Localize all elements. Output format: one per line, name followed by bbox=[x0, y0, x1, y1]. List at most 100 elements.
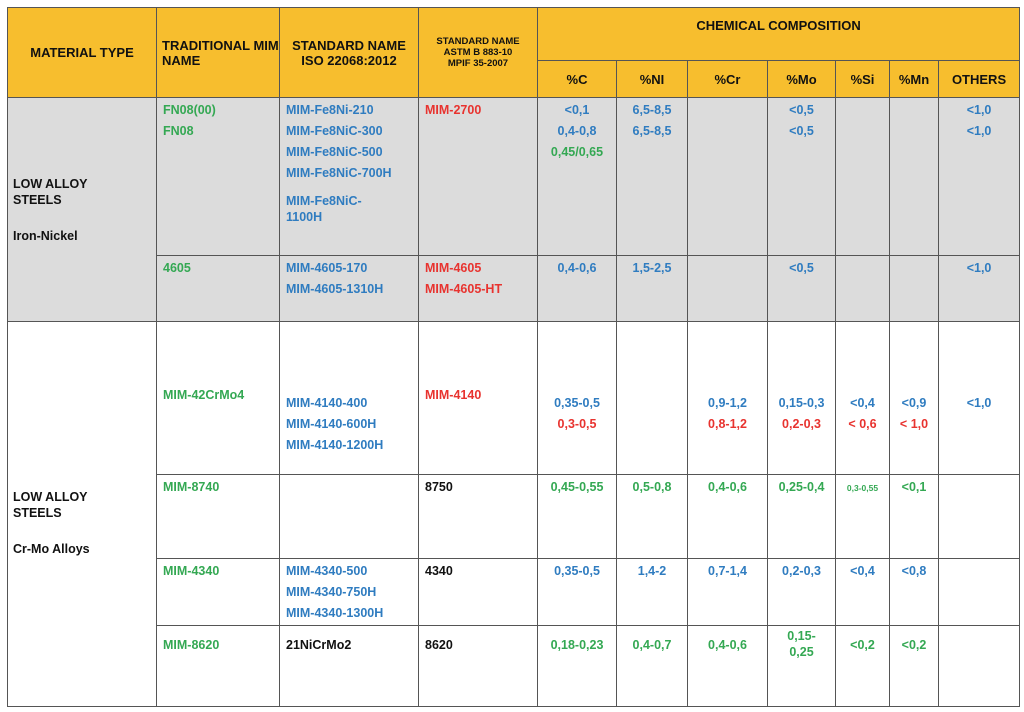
col-si: %Si bbox=[835, 60, 890, 98]
astm-cell: 4340 bbox=[418, 558, 538, 626]
group-title: LOW ALLOY STEELS bbox=[13, 176, 88, 207]
trad-name: MIM-8740 bbox=[163, 480, 220, 494]
iso-name: MIM-Fe8NiC-500 bbox=[286, 145, 383, 159]
others-cell: <1,0 bbox=[937, 255, 1021, 322]
header-iso-name: STANDARD NAME ISO 22068:2012 bbox=[279, 7, 419, 98]
mo-cell: 0,25-0,4 bbox=[767, 474, 836, 559]
header-astm-line1: STANDARD NAME bbox=[436, 36, 520, 47]
mn-value: <0,8 bbox=[901, 564, 927, 578]
c-value: <0,1 bbox=[564, 103, 590, 117]
table-row: 4605 MIM-4605-170 MIM-4605-1310H MIM-460… bbox=[7, 255, 1021, 322]
subheader-row: %C %NI %Cr %Mo %Si %Mn OTHERS bbox=[8, 60, 1021, 98]
cr-cell bbox=[687, 97, 768, 256]
mo-value: 0,2-0,3 bbox=[782, 564, 821, 578]
c-cell: 0,18-0,23 bbox=[537, 625, 617, 707]
others-cell: <1,0 bbox=[937, 321, 1021, 475]
si-value: 0,3-0,55 bbox=[846, 483, 879, 493]
iso-cell: MIM-4605-170 MIM-4605-1310H bbox=[279, 255, 419, 322]
mo-value: <0,5 bbox=[789, 103, 814, 117]
si-value: <0,4 bbox=[850, 396, 875, 410]
iso-name: MIM-Fe8Ni-210 bbox=[286, 103, 374, 117]
c-value: 0,35-0,5 bbox=[554, 564, 600, 578]
mo-cell: <0,5 <0,5 bbox=[767, 97, 836, 256]
header-chemical-composition: CHEMICAL COMPOSITION bbox=[536, 7, 1021, 61]
header-astm-line2: ASTM B 883-10 bbox=[443, 47, 513, 58]
mn-value: < 1,0 bbox=[899, 417, 929, 431]
trad-cell: FN08(00) FN08 bbox=[156, 97, 280, 256]
c-value: 0,4-0,6 bbox=[557, 261, 597, 275]
mo-value: 0,2-0,3 bbox=[782, 417, 821, 431]
ni-cell bbox=[616, 321, 688, 475]
col-ni: %NI bbox=[616, 60, 688, 98]
ni-value: 6,5-8,5 bbox=[632, 103, 672, 117]
mo-cell: 0,15-0,25 bbox=[767, 625, 836, 707]
mo-value: <0,5 bbox=[789, 261, 814, 275]
mn-value: <0,2 bbox=[901, 638, 927, 652]
col-cr: %Cr bbox=[687, 60, 768, 98]
mo-value: <0,5 bbox=[789, 124, 814, 138]
iso-name: MIM-Fe8NiC-700H bbox=[286, 166, 392, 180]
cr-value: 0,4-0,6 bbox=[708, 480, 747, 494]
others-value: <1,0 bbox=[966, 261, 992, 275]
mn-cell: <0,9 < 1,0 bbox=[889, 321, 939, 475]
cr-cell: 0,4-0,6 bbox=[687, 625, 768, 707]
c-value: 0,45/0,65 bbox=[550, 145, 604, 159]
mo-cell: 0,15-0,3 0,2-0,3 bbox=[767, 321, 836, 475]
iso-cell: MIM-4340-500 MIM-4340-750H MIM-4340-1300… bbox=[279, 558, 419, 626]
table-row: LOW ALLOY STEELS Iron-Nickel FN08(00) FN… bbox=[7, 97, 1021, 322]
iso-name: MIM-4140-1200H bbox=[286, 438, 384, 452]
ni-value: 0,5-0,8 bbox=[632, 480, 672, 494]
header-iso-line1: STANDARD NAME bbox=[292, 37, 406, 53]
mn-cell bbox=[889, 97, 939, 256]
mo-cell: <0,5 bbox=[767, 255, 836, 322]
iso-name: MIM-4340-1300H bbox=[286, 606, 384, 620]
mn-cell bbox=[889, 255, 939, 322]
iso-cell bbox=[279, 474, 419, 559]
ni-value: 1,4-2 bbox=[637, 564, 667, 578]
si-cell: <0,4 bbox=[835, 558, 890, 626]
iso-name: MIM-Fe8NiC-300 bbox=[286, 124, 383, 138]
others-cell bbox=[937, 625, 1021, 707]
si-cell bbox=[835, 97, 890, 256]
iso-name: MIM-4340-750H bbox=[286, 585, 377, 599]
si-value: < 0,6 bbox=[848, 417, 877, 431]
c-cell: <0,1 0,4-0,8 0,45/0,65 bbox=[537, 97, 617, 256]
trad-name: MIM-4340 bbox=[163, 564, 220, 578]
group-subtitle: Iron-Nickel bbox=[13, 228, 78, 243]
group-cr-mo: LOW ALLOY STEELS Cr-Mo Alloys bbox=[7, 321, 157, 707]
c-cell: 0,35-0,5 0,3-0,5 bbox=[537, 321, 617, 475]
mn-value: <0,1 bbox=[901, 480, 927, 494]
composition-table: MATERIAL TYPE TRADITIONAL MIM NAME STAND… bbox=[7, 7, 1021, 707]
ni-cell: 0,4-0,7 bbox=[616, 625, 688, 707]
cr-cell: 0,4-0,6 bbox=[687, 474, 768, 559]
mn-value: <0,9 bbox=[901, 396, 927, 410]
others-value: <1,0 bbox=[966, 396, 992, 410]
others-value: <1,0 bbox=[966, 103, 992, 117]
trad-name: MIM-42CrMo4 bbox=[163, 388, 245, 402]
trad-name: MIM-8620 bbox=[163, 638, 220, 652]
si-value: <0,2 bbox=[850, 638, 875, 652]
cr-value: 0,9-1,2 bbox=[708, 396, 747, 410]
trad-cell: 4605 bbox=[156, 255, 280, 322]
astm-name: MIM-2700 bbox=[425, 103, 482, 117]
table-row: LOW ALLOY STEELS Cr-Mo Alloys MIM-42CrMo… bbox=[7, 321, 1021, 707]
astm-cell: MIM-4140 bbox=[418, 321, 538, 475]
c-value: 0,35-0,5 bbox=[554, 396, 600, 410]
cr-cell: 0,9-1,2 0,8-1,2 bbox=[687, 321, 768, 475]
col-others: OTHERS bbox=[937, 60, 1021, 98]
ni-cell: 1,4-2 bbox=[616, 558, 688, 626]
table-row: MIM-8740 8750 0,45-0,55 0,5-0,8 0,4-0,6 … bbox=[7, 474, 1021, 559]
c-cell: 0,35-0,5 bbox=[537, 558, 617, 626]
col-mo: %Mo bbox=[767, 60, 836, 98]
iso-name: MIM-4340-500 bbox=[286, 564, 368, 578]
header-astm-line3: MPIF 35-2007 bbox=[447, 58, 509, 69]
astm-cell: MIM-4605 MIM-4605-HT bbox=[418, 255, 538, 322]
trad-cell: MIM-4340 bbox=[156, 558, 280, 626]
ni-cell: 6,5-8,5 6,5-8,5 bbox=[616, 97, 688, 256]
mo-cell: 0,2-0,3 bbox=[767, 558, 836, 626]
cr-cell bbox=[687, 255, 768, 322]
cr-cell: 0,7-1,4 bbox=[687, 558, 768, 626]
c-cell: 0,45-0,55 bbox=[537, 474, 617, 559]
trad-name: FN08 bbox=[163, 124, 194, 138]
